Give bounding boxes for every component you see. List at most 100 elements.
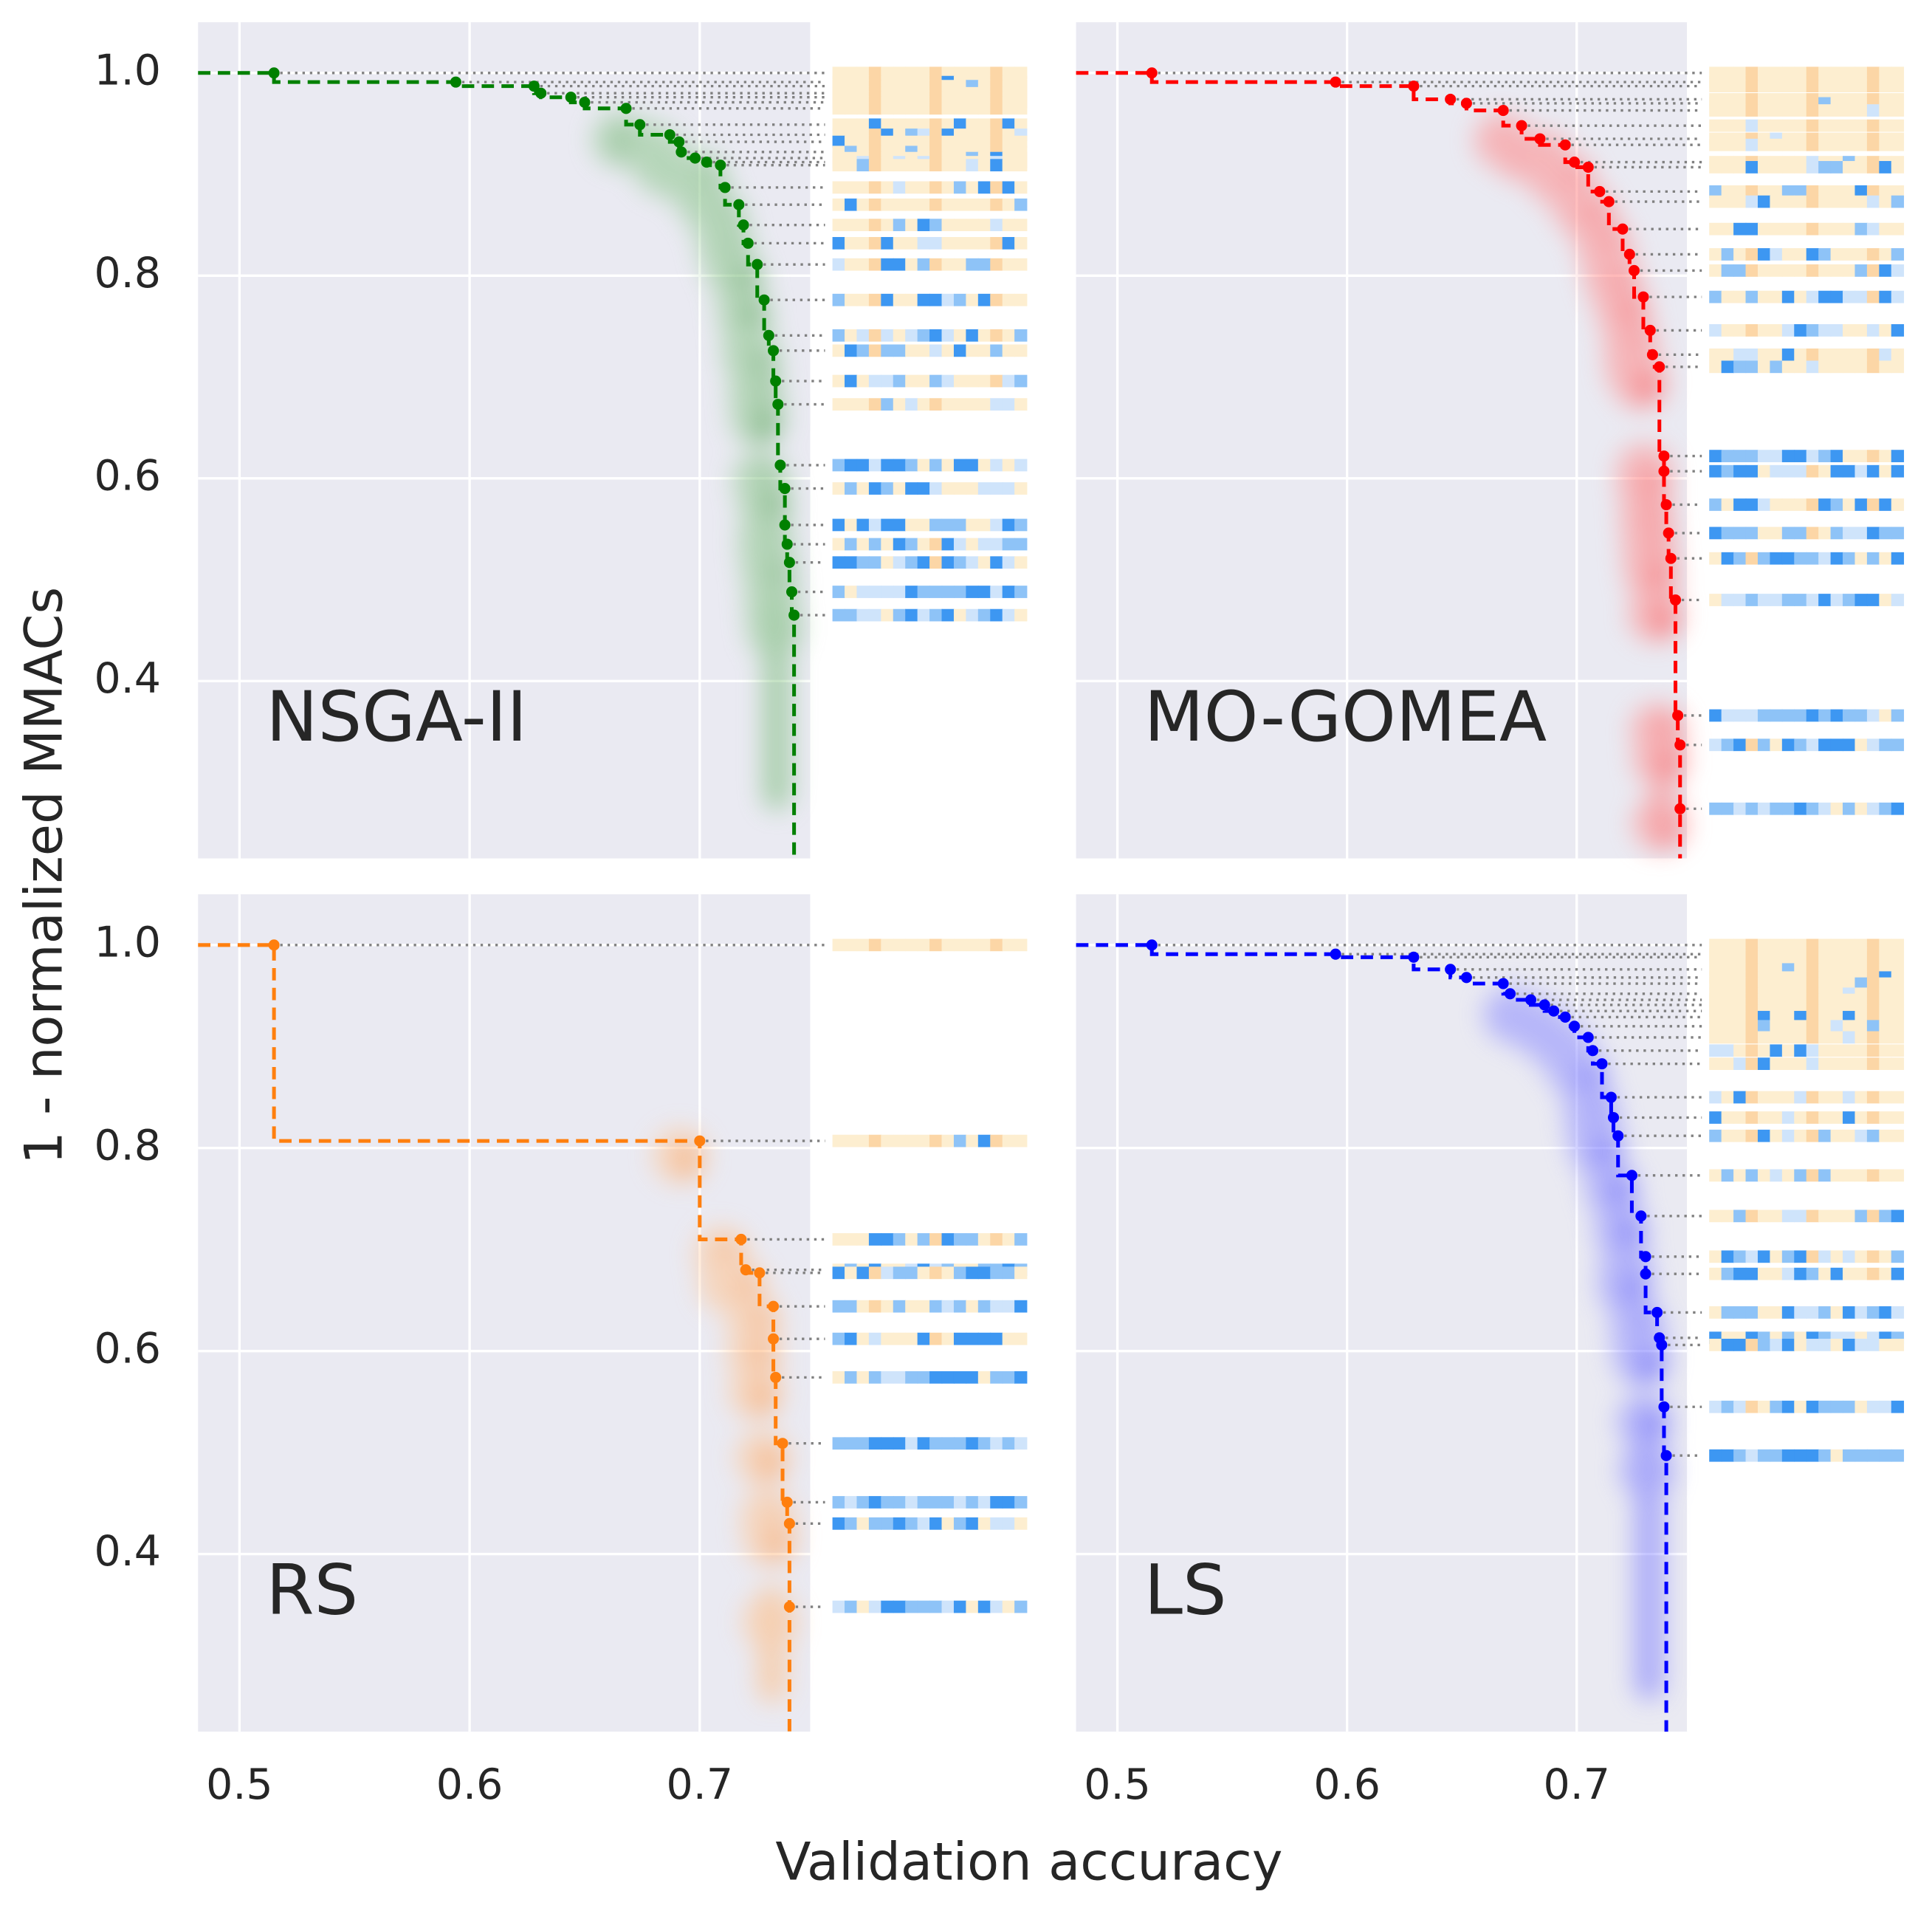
strip-cell [893, 1437, 907, 1450]
strip-cell [1794, 1091, 1807, 1104]
strip-cell [1781, 450, 1795, 462]
strip-cell [1843, 360, 1856, 374]
strip-cell [1709, 290, 1722, 303]
strip-cell [1014, 1332, 1028, 1345]
strip-cell [1806, 1306, 1819, 1319]
strip-cell [1745, 222, 1759, 236]
strip-cell [929, 344, 943, 357]
strip-cell [1781, 1129, 1795, 1142]
strip-cell [966, 374, 979, 388]
strip-cell [1794, 464, 1807, 478]
strip-cell [1757, 1306, 1771, 1319]
strip-cell [868, 459, 882, 472]
strip-cell [1014, 482, 1028, 495]
strip-cell [1818, 138, 1832, 151]
point [1460, 972, 1472, 984]
point [779, 519, 791, 531]
strip-cell [941, 1600, 955, 1613]
strip-cell [1854, 552, 1868, 565]
architecture-strip [1709, 526, 1905, 540]
strip-cell [1745, 104, 1759, 117]
strip-cell [1002, 118, 1015, 131]
strip-cell [1014, 939, 1028, 952]
strip-cell [1709, 709, 1722, 722]
strip-cell [1891, 1449, 1905, 1462]
point [1628, 264, 1640, 276]
strip-cell [868, 1517, 882, 1530]
density-blob [1655, 744, 1680, 785]
point [1640, 1268, 1651, 1280]
strip-cell [1818, 1129, 1832, 1142]
strip-cell [941, 1496, 955, 1509]
strip-cell [1818, 1044, 1832, 1057]
strip-cell [1806, 185, 1819, 198]
strip-cell [1002, 344, 1015, 357]
strip-cell [1794, 119, 1807, 132]
strip-cell [1002, 1300, 1015, 1313]
strip-cell [953, 118, 967, 131]
strip-cell [868, 1437, 882, 1450]
strip-cell [1757, 1400, 1771, 1413]
strip-cell [856, 398, 870, 411]
strip-cell [1891, 498, 1905, 511]
strip-cell [1770, 290, 1783, 303]
strip-cell [1854, 594, 1868, 606]
point [1582, 1032, 1594, 1043]
strip-cell [1806, 552, 1819, 565]
strip-cell [941, 518, 955, 532]
strip-cell [856, 586, 870, 598]
architecture-strip [832, 608, 1028, 622]
density-blob [1637, 1345, 1662, 1385]
strip-cell [1002, 102, 1015, 115]
strip-cell [1854, 1031, 1868, 1044]
strip-cell [977, 482, 991, 495]
strip-cell [990, 538, 1003, 551]
strip-cell [1794, 324, 1807, 337]
strip-cell [1794, 552, 1807, 565]
strip-cell [953, 1496, 967, 1509]
strip-cell [1781, 950, 1795, 964]
strip-cell [1879, 264, 1892, 277]
strip-cell [941, 258, 955, 271]
strip-cell [1879, 1111, 1892, 1124]
strip-cell [1721, 195, 1734, 208]
strip-cell [977, 374, 991, 388]
strip-cell [1891, 464, 1905, 478]
strip-cell [1830, 464, 1843, 478]
strip-cell [1806, 348, 1819, 361]
point [715, 159, 726, 171]
architecture-strip [1709, 450, 1905, 462]
strip-cell [1014, 374, 1028, 388]
strip-cell [881, 1437, 894, 1450]
strip-cell [881, 293, 894, 306]
strip-cell [881, 198, 894, 211]
strip-cell [1733, 1020, 1747, 1033]
strip-cell [1891, 138, 1905, 151]
strip-cell [953, 586, 967, 598]
strip-cell [966, 1300, 979, 1313]
strip-cell [1843, 324, 1856, 337]
architecture-strip [1709, 290, 1905, 303]
strip-cell [1794, 1250, 1807, 1263]
strip-cell [1866, 324, 1880, 337]
strip-cell [868, 159, 882, 172]
point [1582, 161, 1594, 173]
strip-cell [1002, 556, 1015, 569]
strip-cell [1709, 248, 1722, 261]
strip-cell [832, 344, 845, 357]
strip-cell [1891, 1169, 1905, 1182]
strip-cell [1014, 398, 1028, 411]
strip-cell [1879, 1031, 1892, 1044]
strip-cell [845, 198, 858, 211]
strip-cell [1830, 594, 1843, 606]
strip-cell [917, 329, 930, 342]
strip-cell [917, 293, 930, 306]
strip-cell [1745, 195, 1759, 208]
strip-cell [966, 1266, 979, 1280]
strip-cell [1721, 594, 1734, 606]
strip-cell [856, 459, 870, 472]
architecture-strip [1709, 195, 1905, 208]
strip-cell [1806, 709, 1819, 722]
strip-cell [1014, 586, 1028, 598]
